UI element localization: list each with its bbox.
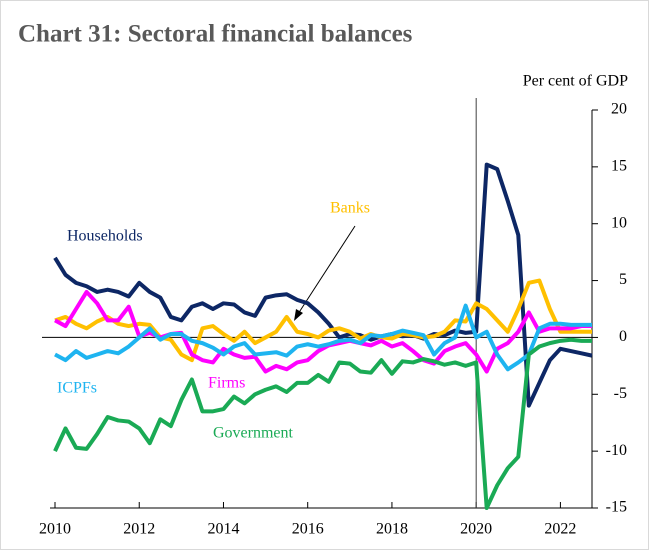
y-tick-label: 5 — [619, 271, 627, 288]
y-tick-label: -5 — [614, 385, 627, 402]
y-tick-label: 15 — [611, 158, 627, 175]
y-tick-label: 20 — [611, 101, 627, 118]
lines — [53, 162, 593, 510]
series-line — [54, 303, 592, 372]
series-label: Households — [67, 228, 143, 245]
y-tick-label: 10 — [611, 214, 627, 231]
series-line — [53, 337, 592, 510]
series-line — [53, 162, 593, 408]
y-tick-label: 0 — [619, 328, 627, 345]
series-line — [54, 278, 592, 363]
x-tick-label: 2020 — [460, 521, 492, 538]
series-label: Banks — [330, 200, 370, 217]
x-tick-label: 2010 — [39, 521, 71, 538]
x-tick-label: 2012 — [123, 521, 155, 538]
x-tick-label: 2014 — [207, 521, 239, 538]
series-label: ICPFs — [57, 380, 97, 397]
y-tick-label: -10 — [606, 442, 627, 459]
series-label: Firms — [208, 375, 245, 392]
x-tick-label: 2022 — [544, 521, 576, 538]
x-tick-label: 2018 — [376, 521, 408, 538]
series-label: Government — [213, 425, 294, 442]
y-axis-label: Per cent of GDP — [523, 73, 628, 90]
arrow — [297, 225, 356, 315]
chart-title: Chart 31: Sectoral financial balances — [18, 21, 413, 48]
y-tick-label: -15 — [606, 499, 627, 516]
arrow-head — [294, 309, 303, 321]
x-tick-label: 2016 — [292, 521, 324, 538]
